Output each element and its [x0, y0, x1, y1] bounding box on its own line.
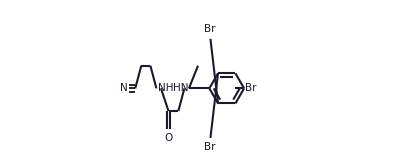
Text: N: N: [120, 83, 128, 93]
Text: O: O: [164, 132, 173, 142]
Text: Br: Br: [203, 142, 215, 152]
Text: Br: Br: [245, 83, 256, 93]
Text: HN: HN: [173, 83, 188, 93]
Text: Br: Br: [203, 24, 215, 34]
Text: NH: NH: [158, 83, 174, 93]
